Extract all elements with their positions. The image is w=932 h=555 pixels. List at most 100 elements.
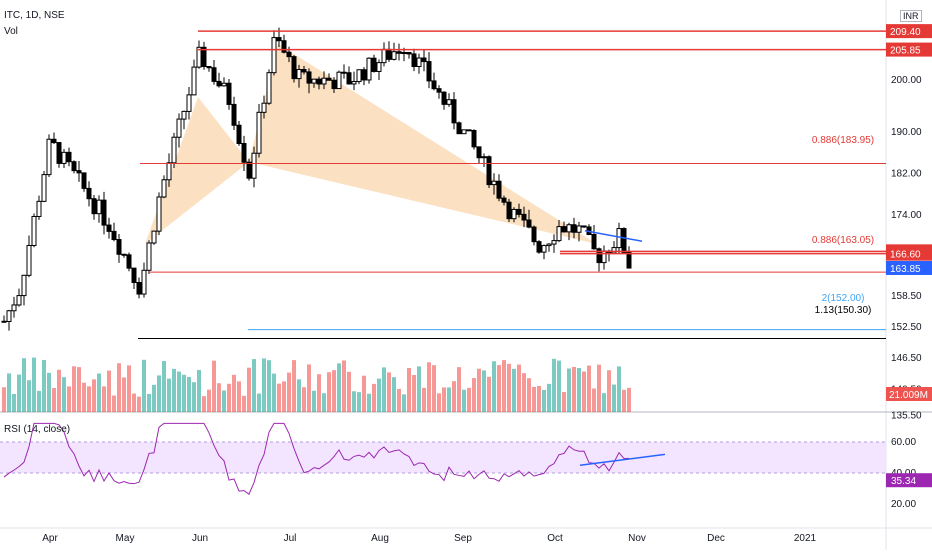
candle-body bbox=[591, 234, 597, 250]
candle-body bbox=[486, 156, 492, 186]
candle-body bbox=[461, 129, 467, 135]
currency-badge[interactable]: INR bbox=[900, 10, 922, 22]
volume-bar bbox=[447, 387, 451, 412]
volume-bar bbox=[272, 373, 276, 412]
volume-bar bbox=[12, 393, 16, 412]
volume-bar bbox=[407, 368, 411, 412]
volume-bar bbox=[612, 384, 616, 412]
candle-body bbox=[251, 152, 257, 179]
volume-bar bbox=[67, 386, 71, 412]
volume-bar bbox=[222, 390, 226, 412]
candle-body bbox=[6, 310, 12, 322]
volume-bar bbox=[562, 392, 566, 412]
candle-body bbox=[506, 201, 512, 220]
volume-bar bbox=[412, 375, 416, 412]
volume-bar bbox=[437, 393, 441, 412]
candle-body bbox=[561, 226, 567, 233]
candle-body bbox=[136, 281, 142, 295]
volume-bar bbox=[462, 389, 466, 412]
price-tick-label: 146.50 bbox=[891, 353, 922, 364]
candle-body bbox=[206, 65, 212, 69]
time-tick-label: Jul bbox=[284, 533, 297, 544]
candle-body bbox=[226, 82, 232, 105]
volume-bar bbox=[397, 388, 401, 412]
candle-body bbox=[96, 199, 102, 215]
candle-body bbox=[536, 241, 542, 253]
candle-body bbox=[211, 67, 217, 82]
volume-bar bbox=[2, 387, 6, 412]
volume-bar bbox=[532, 386, 536, 412]
candle-body bbox=[216, 80, 222, 87]
harmonic-triangle-xab bbox=[145, 97, 249, 244]
volume-bar bbox=[117, 363, 121, 412]
volume-bar bbox=[592, 388, 596, 412]
price-badge bbox=[886, 24, 932, 39]
volume-bar bbox=[472, 378, 476, 412]
candle-body bbox=[81, 172, 87, 189]
volume-bar bbox=[557, 360, 561, 412]
price-badge-label: 166.60 bbox=[890, 250, 921, 261]
candle-body bbox=[456, 122, 462, 135]
time-tick-label: Aug bbox=[371, 533, 389, 544]
volume-bar bbox=[267, 360, 271, 412]
volume-bar bbox=[172, 368, 176, 412]
price-tick-label: 174.00 bbox=[891, 210, 922, 221]
volume-bar bbox=[457, 367, 461, 412]
candle-body bbox=[236, 124, 242, 145]
candle-body bbox=[36, 200, 42, 217]
volume-bar bbox=[52, 388, 56, 412]
volume-bar bbox=[402, 394, 406, 412]
volume-bar bbox=[207, 389, 211, 412]
volume-bar bbox=[62, 377, 66, 412]
price-tick-label: 182.00 bbox=[891, 169, 922, 180]
candle-body bbox=[411, 53, 417, 68]
candle-body bbox=[271, 37, 277, 74]
volume-bar bbox=[77, 367, 81, 412]
candle-body bbox=[621, 228, 627, 253]
volume-bar bbox=[567, 368, 571, 412]
volume-bar bbox=[582, 371, 586, 412]
volume-bar bbox=[92, 379, 96, 412]
candle-body bbox=[116, 239, 122, 255]
volume-bar bbox=[367, 393, 371, 412]
volume-bar bbox=[332, 370, 336, 412]
candle-body bbox=[426, 61, 432, 82]
volume-bar bbox=[512, 368, 516, 412]
volume-bar bbox=[417, 366, 421, 412]
price-trendline bbox=[584, 230, 643, 242]
candle-body bbox=[501, 197, 507, 203]
volume-bar bbox=[622, 389, 626, 412]
candle-body bbox=[76, 170, 82, 174]
candle-body bbox=[471, 129, 477, 148]
candle-body bbox=[401, 52, 407, 55]
volume-bar bbox=[282, 381, 286, 412]
candle-body bbox=[516, 208, 522, 215]
volume-bar bbox=[427, 362, 431, 412]
candle-body bbox=[51, 138, 57, 144]
candle-body bbox=[306, 71, 312, 84]
volume-bar bbox=[242, 395, 246, 412]
candle-body bbox=[186, 94, 192, 112]
volume-bar bbox=[217, 383, 221, 412]
volume-bar bbox=[552, 358, 556, 412]
candle-body bbox=[266, 72, 272, 104]
candle-body bbox=[91, 198, 97, 215]
rsi-trendline bbox=[579, 453, 666, 466]
time-tick-label: Sep bbox=[454, 533, 472, 544]
candle-body bbox=[261, 102, 267, 113]
candle-body bbox=[141, 269, 147, 295]
candle-body bbox=[176, 118, 182, 138]
volume-bar bbox=[477, 368, 481, 412]
volume-bar bbox=[317, 374, 321, 412]
candle-body bbox=[341, 71, 347, 74]
candle-body bbox=[416, 57, 422, 68]
time-tick-label: 2021 bbox=[794, 533, 817, 544]
candle-body bbox=[541, 245, 547, 253]
volume-bar bbox=[142, 359, 146, 412]
volume-bar bbox=[602, 393, 606, 412]
candle-body bbox=[326, 77, 332, 81]
candle-body bbox=[46, 138, 52, 176]
volume-bar bbox=[382, 367, 386, 412]
